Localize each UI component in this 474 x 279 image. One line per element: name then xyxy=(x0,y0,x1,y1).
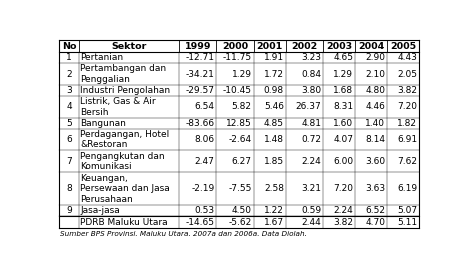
Text: PDRB Maluku Utara: PDRB Maluku Utara xyxy=(81,218,168,227)
Text: 26.37: 26.37 xyxy=(295,102,321,111)
Text: -12.71: -12.71 xyxy=(185,53,215,62)
Text: 4.70: 4.70 xyxy=(365,218,385,227)
Text: 2.05: 2.05 xyxy=(397,69,418,78)
Text: Bangunan: Bangunan xyxy=(81,119,126,128)
Text: 3.82: 3.82 xyxy=(333,218,353,227)
Text: 1.91: 1.91 xyxy=(264,53,284,62)
Text: 3.21: 3.21 xyxy=(301,184,321,193)
Text: 0.72: 0.72 xyxy=(301,135,321,144)
Text: 5.46: 5.46 xyxy=(264,102,284,111)
Text: 4.81: 4.81 xyxy=(301,119,321,128)
Text: 8: 8 xyxy=(66,184,72,193)
Text: Sumber BPS Provinsi. Maluku Utara. 2007a dan 2006a. Data Diolah.: Sumber BPS Provinsi. Maluku Utara. 2007a… xyxy=(60,231,307,237)
Text: 4.43: 4.43 xyxy=(398,53,418,62)
Text: 2004: 2004 xyxy=(358,42,384,50)
Text: 1.40: 1.40 xyxy=(365,119,385,128)
Text: 7.62: 7.62 xyxy=(397,157,418,166)
Text: 1.60: 1.60 xyxy=(333,119,353,128)
Text: 3.63: 3.63 xyxy=(365,184,385,193)
Text: 4.50: 4.50 xyxy=(232,206,252,215)
Text: 0.98: 0.98 xyxy=(264,86,284,95)
Text: 4.46: 4.46 xyxy=(365,102,385,111)
Text: 2.10: 2.10 xyxy=(365,69,385,78)
Text: 1.85: 1.85 xyxy=(264,157,284,166)
Text: 2005: 2005 xyxy=(390,42,416,50)
Text: 4.85: 4.85 xyxy=(264,119,284,128)
Text: 5.11: 5.11 xyxy=(397,218,418,227)
Text: 1.29: 1.29 xyxy=(333,69,353,78)
Text: 5.07: 5.07 xyxy=(397,206,418,215)
Text: 6.54: 6.54 xyxy=(194,102,215,111)
Text: Pengangkutan dan
Komunikasi: Pengangkutan dan Komunikasi xyxy=(81,152,165,171)
Text: 12.85: 12.85 xyxy=(226,119,252,128)
Text: 2.47: 2.47 xyxy=(195,157,215,166)
Text: 3.82: 3.82 xyxy=(397,86,418,95)
Text: 8.14: 8.14 xyxy=(365,135,385,144)
Text: -7.55: -7.55 xyxy=(228,184,252,193)
Text: 5.82: 5.82 xyxy=(232,102,252,111)
Text: 3.80: 3.80 xyxy=(301,86,321,95)
Text: 1.22: 1.22 xyxy=(264,206,284,215)
Text: -2.64: -2.64 xyxy=(228,135,252,144)
Text: 8.31: 8.31 xyxy=(333,102,353,111)
Text: -2.19: -2.19 xyxy=(191,184,215,193)
Text: 4.07: 4.07 xyxy=(333,135,353,144)
Text: 2001: 2001 xyxy=(256,42,283,50)
Text: 4.80: 4.80 xyxy=(365,86,385,95)
Text: 6: 6 xyxy=(66,135,72,144)
Text: 6.91: 6.91 xyxy=(397,135,418,144)
Text: 2.90: 2.90 xyxy=(365,53,385,62)
Text: Pertambangan dan
Penggalian: Pertambangan dan Penggalian xyxy=(81,64,166,84)
Text: Jasa-jasa: Jasa-jasa xyxy=(81,206,120,215)
Text: 1.29: 1.29 xyxy=(232,69,252,78)
Text: 1.82: 1.82 xyxy=(397,119,418,128)
Text: 6.00: 6.00 xyxy=(333,157,353,166)
Text: 2.24: 2.24 xyxy=(301,157,321,166)
Text: 3.60: 3.60 xyxy=(365,157,385,166)
Text: 9: 9 xyxy=(66,206,72,215)
Text: -5.62: -5.62 xyxy=(228,218,252,227)
Text: -10.45: -10.45 xyxy=(223,86,252,95)
Text: 2002: 2002 xyxy=(291,42,318,50)
Text: -29.57: -29.57 xyxy=(185,86,215,95)
Text: 2: 2 xyxy=(66,69,72,78)
Text: 0.59: 0.59 xyxy=(301,206,321,215)
Text: 1.67: 1.67 xyxy=(264,218,284,227)
Text: 7: 7 xyxy=(66,157,72,166)
Text: 6.27: 6.27 xyxy=(232,157,252,166)
Text: 3.23: 3.23 xyxy=(301,53,321,62)
Text: 4.65: 4.65 xyxy=(333,53,353,62)
Text: 2.44: 2.44 xyxy=(301,218,321,227)
Text: 6.19: 6.19 xyxy=(397,184,418,193)
Text: -11.75: -11.75 xyxy=(223,53,252,62)
Text: Perdagangan, Hotel
&Restoran: Perdagangan, Hotel &Restoran xyxy=(81,130,170,149)
Text: Industri Pengolahan: Industri Pengolahan xyxy=(81,86,171,95)
Text: 1.48: 1.48 xyxy=(264,135,284,144)
Text: 1999: 1999 xyxy=(184,42,211,50)
Text: 1.72: 1.72 xyxy=(264,69,284,78)
Text: -14.65: -14.65 xyxy=(185,218,215,227)
Text: No: No xyxy=(62,42,76,50)
Text: 4: 4 xyxy=(66,102,72,111)
Text: 1: 1 xyxy=(66,53,72,62)
Text: 6.52: 6.52 xyxy=(365,206,385,215)
Text: 7.20: 7.20 xyxy=(333,184,353,193)
Text: Sektor: Sektor xyxy=(111,42,146,50)
Text: 8.06: 8.06 xyxy=(194,135,215,144)
Text: 3: 3 xyxy=(66,86,72,95)
Text: 0.84: 0.84 xyxy=(301,69,321,78)
Text: 1.68: 1.68 xyxy=(333,86,353,95)
Text: -83.66: -83.66 xyxy=(185,119,215,128)
Text: 5: 5 xyxy=(66,119,72,128)
Text: 2.58: 2.58 xyxy=(264,184,284,193)
Text: -34.21: -34.21 xyxy=(186,69,215,78)
Text: 2.24: 2.24 xyxy=(333,206,353,215)
Text: Listrik, Gas & Air
Bersih: Listrik, Gas & Air Bersih xyxy=(81,97,156,117)
Text: Keuangan,
Persewaan dan Jasa
Perusahaan: Keuangan, Persewaan dan Jasa Perusahaan xyxy=(81,174,170,204)
Text: 7.20: 7.20 xyxy=(397,102,418,111)
Text: 2003: 2003 xyxy=(326,42,352,50)
Text: 2000: 2000 xyxy=(222,42,248,50)
Text: 0.53: 0.53 xyxy=(194,206,215,215)
Text: Pertanian: Pertanian xyxy=(81,53,123,62)
